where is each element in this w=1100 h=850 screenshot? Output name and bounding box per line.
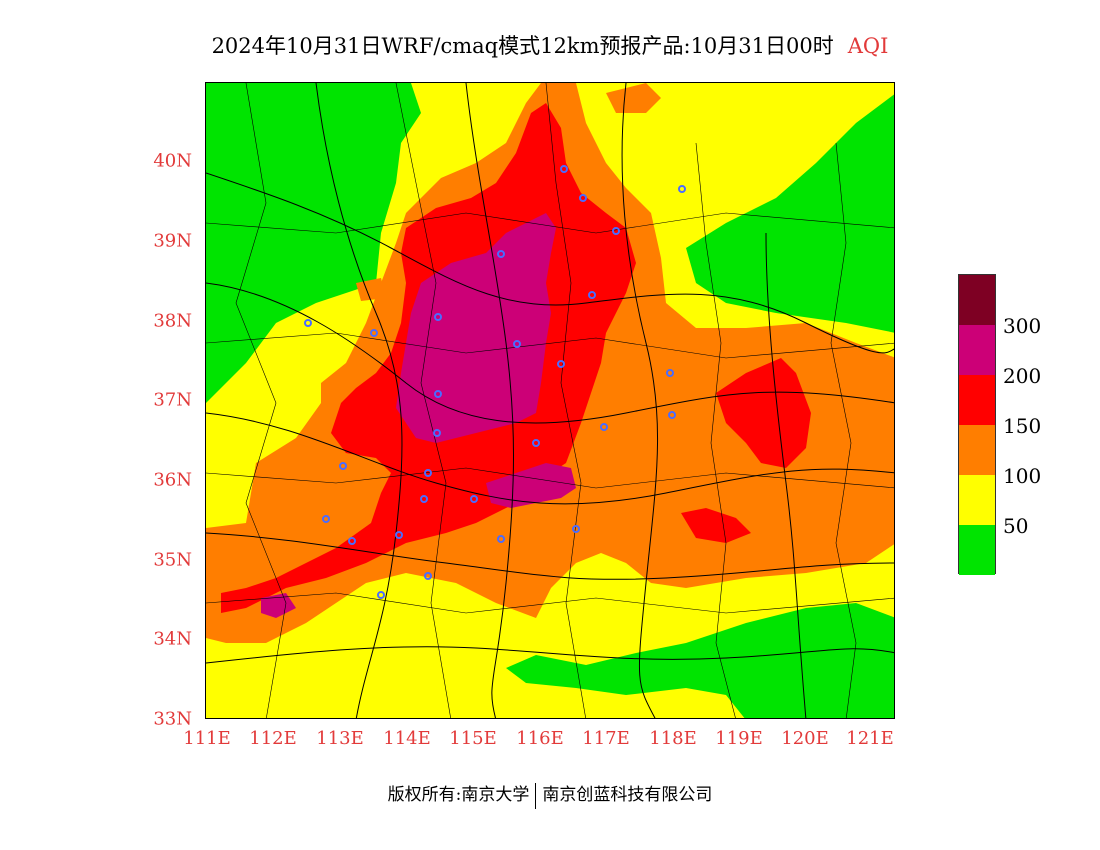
y-tick-label: 40N [153,150,192,172]
zone-good-northeast [686,94,894,333]
zone-good-small [224,113,261,153]
legend-swatch-very-unhealthy [959,325,995,375]
station-marker [557,360,565,368]
footer: 版权所有:南京大学 南京创蓝科技有限公司 [0,780,1100,809]
title-main: 2024年10月31日WRF/cmaq模式12km预报产品:10月31日00时 [211,34,834,58]
x-tick-label: 118E [649,728,697,749]
title-variable: AQI [847,34,889,58]
y-tick-label: 35N [153,549,192,571]
station-marker [420,495,428,503]
station-markers [304,165,686,599]
footer-company: 南京创蓝科技有限公司 [542,785,713,805]
x-tick-label: 120E [781,728,829,749]
station-marker [497,250,505,258]
station-marker [678,185,686,193]
y-tick-label: 39N [153,230,192,252]
station-marker [304,319,312,327]
aqi-map [205,82,895,719]
station-marker [339,462,347,470]
station-marker [370,329,378,337]
station-marker [588,291,596,299]
station-marker [434,313,442,321]
station-marker [377,591,385,599]
legend-swatch-usg [959,425,995,475]
legend-label: 150 [1003,414,1042,438]
legend-label: 100 [1003,464,1042,488]
station-marker [434,390,442,398]
station-marker [322,515,330,523]
zone-unhealthy-east [716,358,811,468]
y-tick-label: 38N [153,310,192,332]
legend-label: 50 [1003,514,1029,538]
legend-label: 200 [1003,364,1042,388]
legend-swatch-hazardous [959,275,995,325]
station-marker [668,411,676,419]
legend-swatch-moderate [959,475,995,525]
x-tick-label: 119E [715,728,763,749]
zone-very-unhealthy-west [261,593,296,618]
station-marker [433,429,441,437]
y-tick-label: 34N [153,628,192,650]
station-marker [424,572,432,580]
aqi-map-svg [206,83,894,718]
x-tick-label: 111E [183,728,231,749]
station-marker [560,165,568,173]
minor-boundaries [206,83,894,718]
x-tick-label: 114E [383,728,431,749]
footer-separator [535,782,537,809]
station-marker [579,194,587,202]
station-marker [424,469,432,477]
x-tick-label: 112E [249,728,297,749]
zone-good-northwest [206,83,421,403]
zone-usg-ne-spot [606,83,661,113]
zone-good-south [506,603,894,718]
x-tick-label: 117E [582,728,630,749]
station-marker [666,369,674,377]
y-tick-label: 37N [153,389,192,411]
zone-very-unhealthy-south [486,463,576,508]
station-marker [348,537,356,545]
y-tick-label: 36N [153,469,192,491]
boundary-lines [206,83,894,718]
zone-unhealthy-se [681,508,751,543]
x-tick-label: 121E [846,728,894,749]
station-marker [395,531,403,539]
x-tick-label: 115E [449,728,497,749]
station-marker [470,495,478,503]
zone-very-unhealthy-main [396,213,556,443]
legend-swatch-good [959,525,995,575]
legend-label: 300 [1003,314,1042,338]
station-marker [513,340,521,348]
x-tick-label: 113E [316,728,364,749]
chart-title: 2024年10月31日WRF/cmaq模式12km预报产品:10月31日00时 A… [0,30,1100,60]
station-marker [600,423,608,431]
station-marker [612,227,620,235]
zone-usg-w-spot [356,278,386,301]
station-marker [532,439,540,447]
station-marker [572,525,580,533]
footer-copyright: 版权所有:南京大学 [387,785,530,805]
y-tick-label: 33N [153,708,192,730]
legend-swatch-unhealthy [959,375,995,425]
x-tick-label: 116E [516,728,564,749]
color-legend [958,274,996,575]
station-marker [497,535,505,543]
